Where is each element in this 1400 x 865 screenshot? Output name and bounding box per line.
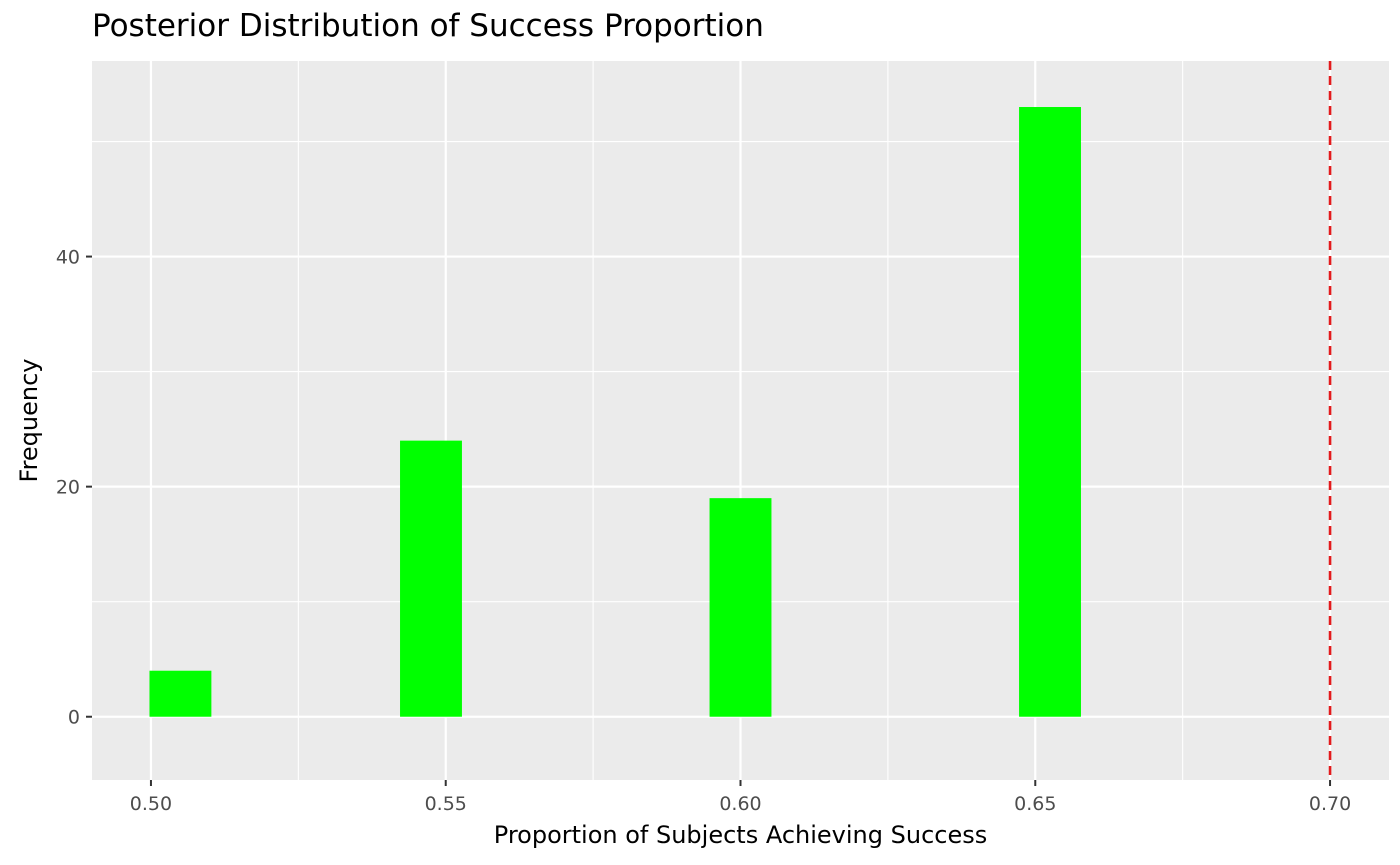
histogram-bars — [149, 107, 1081, 717]
y-tick-label: 40 — [56, 247, 80, 269]
x-axis: 0.50 0.55 0.60 0.65 0.70 — [130, 780, 1351, 815]
x-tick-label: 0.50 — [130, 793, 172, 815]
x-axis-title: Proportion of Subjects Achieving Success — [494, 821, 987, 849]
chart-title: Posterior Distribution of Success Propor… — [92, 8, 764, 44]
x-tick-label: 0.60 — [719, 793, 761, 815]
x-tick-label: 0.65 — [1014, 793, 1056, 815]
y-tick-label: 0 — [68, 707, 80, 729]
y-axis: 0 20 40 — [56, 247, 92, 729]
y-tick-label: 20 — [56, 477, 80, 499]
histogram-bar — [709, 498, 772, 717]
x-tick-label: 0.55 — [425, 793, 467, 815]
histogram-bar — [1019, 107, 1081, 717]
histogram-bar — [149, 670, 212, 717]
histogram-bar — [400, 440, 462, 717]
x-tick-label: 0.70 — [1309, 793, 1351, 815]
y-axis-title: Frequency — [15, 359, 43, 483]
